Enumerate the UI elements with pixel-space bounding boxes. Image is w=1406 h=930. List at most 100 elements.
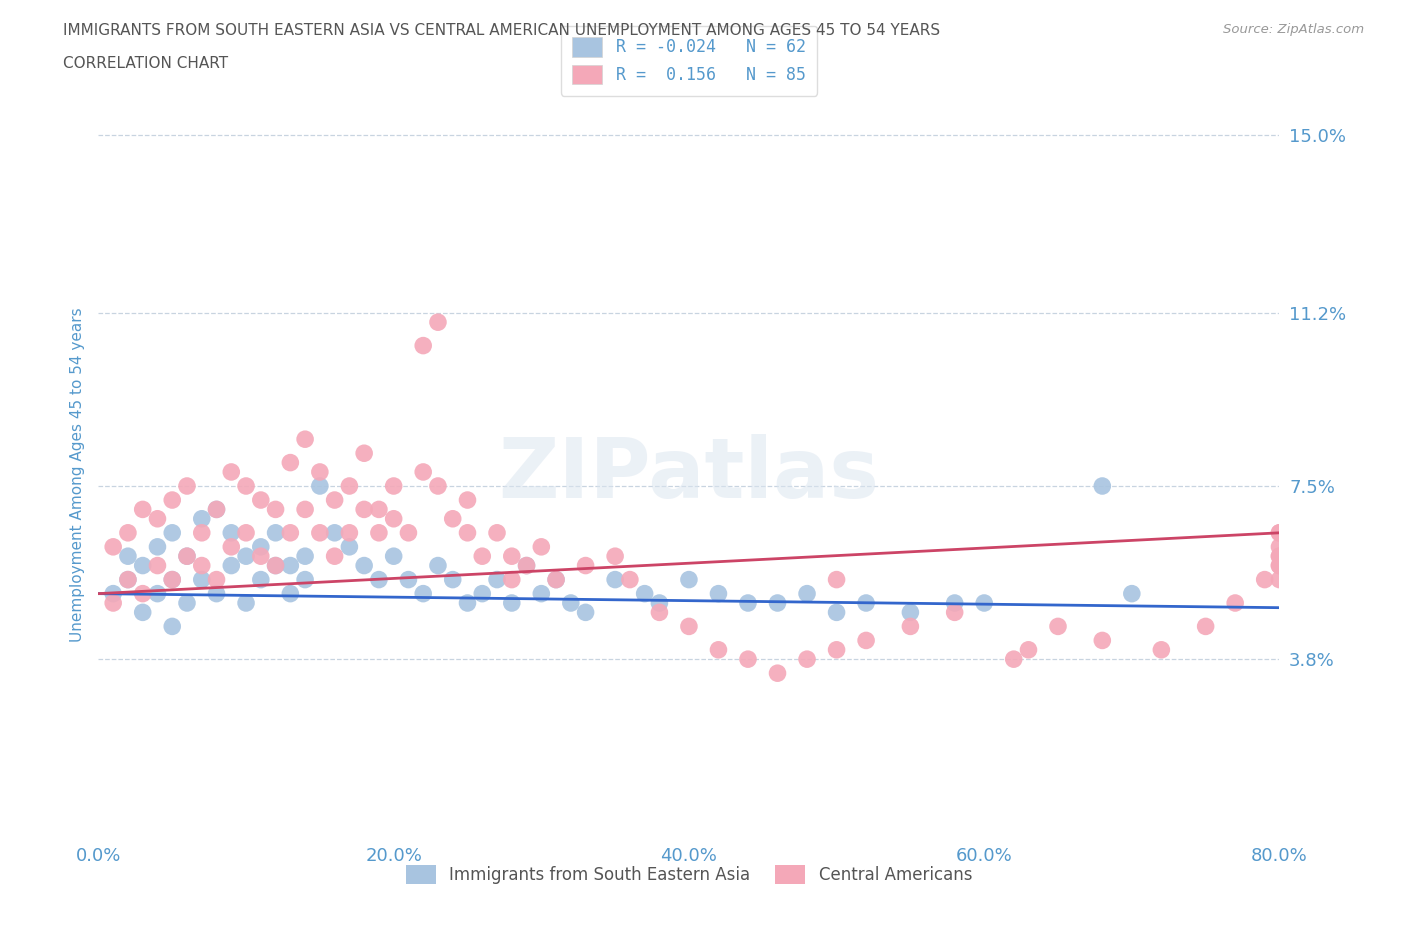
Point xyxy=(1254,572,1277,587)
Point xyxy=(501,549,523,564)
Point xyxy=(103,586,125,601)
Point xyxy=(530,586,553,601)
Point xyxy=(294,502,316,517)
Point xyxy=(162,572,183,587)
Point xyxy=(501,572,523,587)
Point xyxy=(1091,479,1114,494)
Point xyxy=(323,525,346,540)
Point xyxy=(162,525,183,540)
Point xyxy=(943,595,966,610)
Point xyxy=(162,619,183,634)
Point xyxy=(117,572,139,587)
Point xyxy=(1268,558,1291,573)
Point xyxy=(1268,525,1291,540)
Point xyxy=(353,502,375,517)
Point xyxy=(250,493,273,508)
Point xyxy=(146,558,169,573)
Point xyxy=(707,586,730,601)
Point xyxy=(353,558,375,573)
Point xyxy=(1047,619,1070,634)
Point xyxy=(146,586,169,601)
Point xyxy=(235,525,257,540)
Point xyxy=(678,572,700,587)
Point xyxy=(132,558,155,573)
Point xyxy=(221,539,243,554)
Point xyxy=(368,502,391,517)
Y-axis label: Unemployment Among Ages 45 to 54 years: Unemployment Among Ages 45 to 54 years xyxy=(69,307,84,642)
Point xyxy=(648,604,671,619)
Point xyxy=(560,595,582,610)
Point xyxy=(412,586,434,601)
Point xyxy=(368,525,391,540)
Point xyxy=(117,572,139,587)
Point xyxy=(825,643,848,658)
Point xyxy=(766,595,789,610)
Point xyxy=(943,604,966,619)
Point xyxy=(737,652,759,667)
Point xyxy=(634,586,657,601)
Point xyxy=(530,539,553,554)
Point xyxy=(264,558,287,573)
Point xyxy=(1002,652,1025,667)
Point xyxy=(162,493,183,508)
Point xyxy=(264,502,287,517)
Point xyxy=(796,652,818,667)
Point xyxy=(280,558,302,573)
Point xyxy=(103,595,125,610)
Point xyxy=(309,464,332,479)
Point xyxy=(1150,643,1173,658)
Point xyxy=(1268,549,1291,564)
Point xyxy=(973,595,995,610)
Point xyxy=(146,512,169,526)
Point xyxy=(176,549,198,564)
Point xyxy=(516,558,538,573)
Point xyxy=(605,549,627,564)
Point xyxy=(191,572,214,587)
Point xyxy=(855,595,877,610)
Point xyxy=(280,525,302,540)
Point xyxy=(575,604,598,619)
Legend: Immigrants from South Eastern Asia, Central Americans: Immigrants from South Eastern Asia, Cent… xyxy=(396,855,981,894)
Point xyxy=(855,633,877,648)
Point xyxy=(162,572,183,587)
Point xyxy=(176,479,198,494)
Point xyxy=(457,493,479,508)
Point xyxy=(176,549,198,564)
Point xyxy=(1018,643,1040,658)
Point xyxy=(176,595,198,610)
Point xyxy=(648,595,671,610)
Point xyxy=(323,493,346,508)
Point xyxy=(117,549,139,564)
Point xyxy=(1268,539,1291,554)
Point xyxy=(737,595,759,610)
Point xyxy=(575,558,598,573)
Point xyxy=(501,595,523,610)
Point xyxy=(796,586,818,601)
Point xyxy=(146,539,169,554)
Point xyxy=(382,512,405,526)
Point xyxy=(900,619,922,634)
Point xyxy=(825,572,848,587)
Point xyxy=(280,586,302,601)
Point xyxy=(486,572,509,587)
Point xyxy=(117,525,139,540)
Point xyxy=(250,539,273,554)
Point xyxy=(309,479,332,494)
Point xyxy=(619,572,641,587)
Point xyxy=(412,339,434,353)
Point xyxy=(339,479,361,494)
Point xyxy=(441,572,464,587)
Point xyxy=(427,479,450,494)
Point xyxy=(205,502,228,517)
Point xyxy=(132,502,155,517)
Point xyxy=(825,604,848,619)
Point xyxy=(235,479,257,494)
Point xyxy=(221,464,243,479)
Point xyxy=(132,604,155,619)
Point xyxy=(398,572,420,587)
Point xyxy=(900,604,922,619)
Point xyxy=(191,512,214,526)
Point xyxy=(1268,572,1291,587)
Point xyxy=(766,666,789,681)
Point xyxy=(205,586,228,601)
